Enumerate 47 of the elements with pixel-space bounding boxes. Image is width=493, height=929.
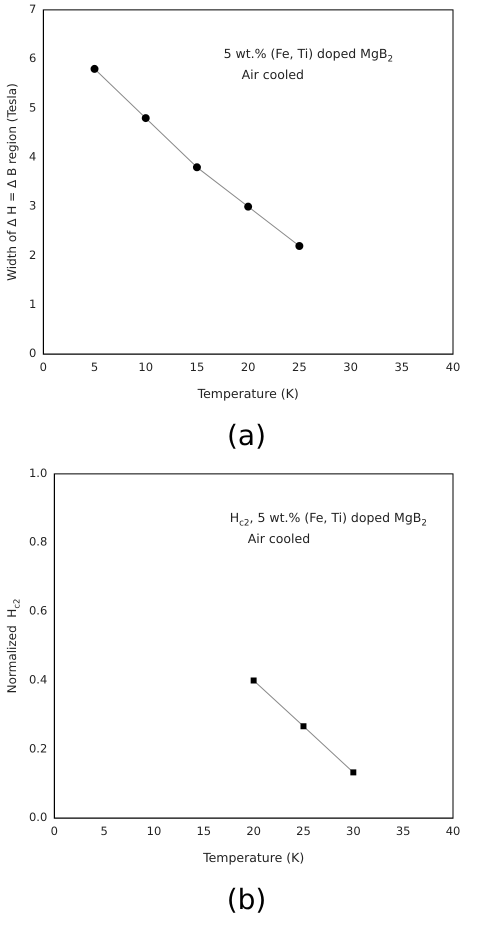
text: (b) <box>226 882 268 918</box>
point <box>90 64 99 73</box>
y-tick-label: 4 <box>28 149 36 164</box>
point <box>295 242 304 250</box>
point <box>142 114 150 122</box>
x-tick-label: 25 <box>292 360 307 374</box>
y-tick-label: 5 <box>28 100 36 114</box>
point <box>192 163 201 172</box>
x-tick-label: 25 <box>296 824 311 838</box>
x-tick-label: 10 <box>138 360 154 374</box>
y-axis-title: Normalized Hc2 <box>5 598 22 694</box>
y-axis-title: Width of Δ H = Δ B region (Tesla) <box>5 83 19 281</box>
y-tick-label: 0.8 <box>28 534 48 549</box>
y-tick-label: 0 <box>28 346 36 360</box>
y-tick-label: 1 <box>28 297 36 311</box>
x-tick-label: 0 <box>50 824 58 838</box>
x-tick-label: 35 <box>394 360 410 374</box>
x-tick-label: 15 <box>196 824 212 838</box>
y-tick-label: 6 <box>28 51 36 66</box>
x-tick-label: 40 <box>446 824 460 838</box>
y-tick-label: 0.2 <box>28 741 48 756</box>
annotation: Air cooled <box>248 530 310 546</box>
x-tick-label: 5 <box>100 824 108 838</box>
y-tick-label: 1.0 <box>28 466 48 480</box>
x-tick-label: 40 <box>446 360 460 374</box>
y-tick-label: 0.4 <box>28 672 48 686</box>
point <box>350 769 356 776</box>
y-tick-label: 7 <box>28 2 36 16</box>
y-tick-label: 0.6 <box>28 604 48 618</box>
y-tick-label: 3 <box>28 198 36 213</box>
x-tick-label: 15 <box>190 360 204 374</box>
x-tick-label: 20 <box>240 360 256 374</box>
x-axis-title: Temperature (K) <box>202 850 304 866</box>
x-axis-title: Temperature (K) <box>196 386 299 402</box>
x-tick-label: 30 <box>346 824 361 838</box>
y-tick-label: 2 <box>28 248 36 262</box>
point <box>244 202 252 211</box>
x-tick-label: 30 <box>343 360 358 374</box>
x-tick-label: 5 <box>90 360 98 374</box>
y-tick-label: 0.0 <box>28 810 48 824</box>
x-tick-label: 35 <box>396 824 410 838</box>
text: (a) <box>226 418 267 454</box>
x-tick-label: 20 <box>246 824 261 838</box>
x-tick-label: 10 <box>146 824 162 838</box>
point <box>250 678 257 684</box>
point <box>300 723 306 730</box>
annotation: Air cooled <box>242 66 304 82</box>
